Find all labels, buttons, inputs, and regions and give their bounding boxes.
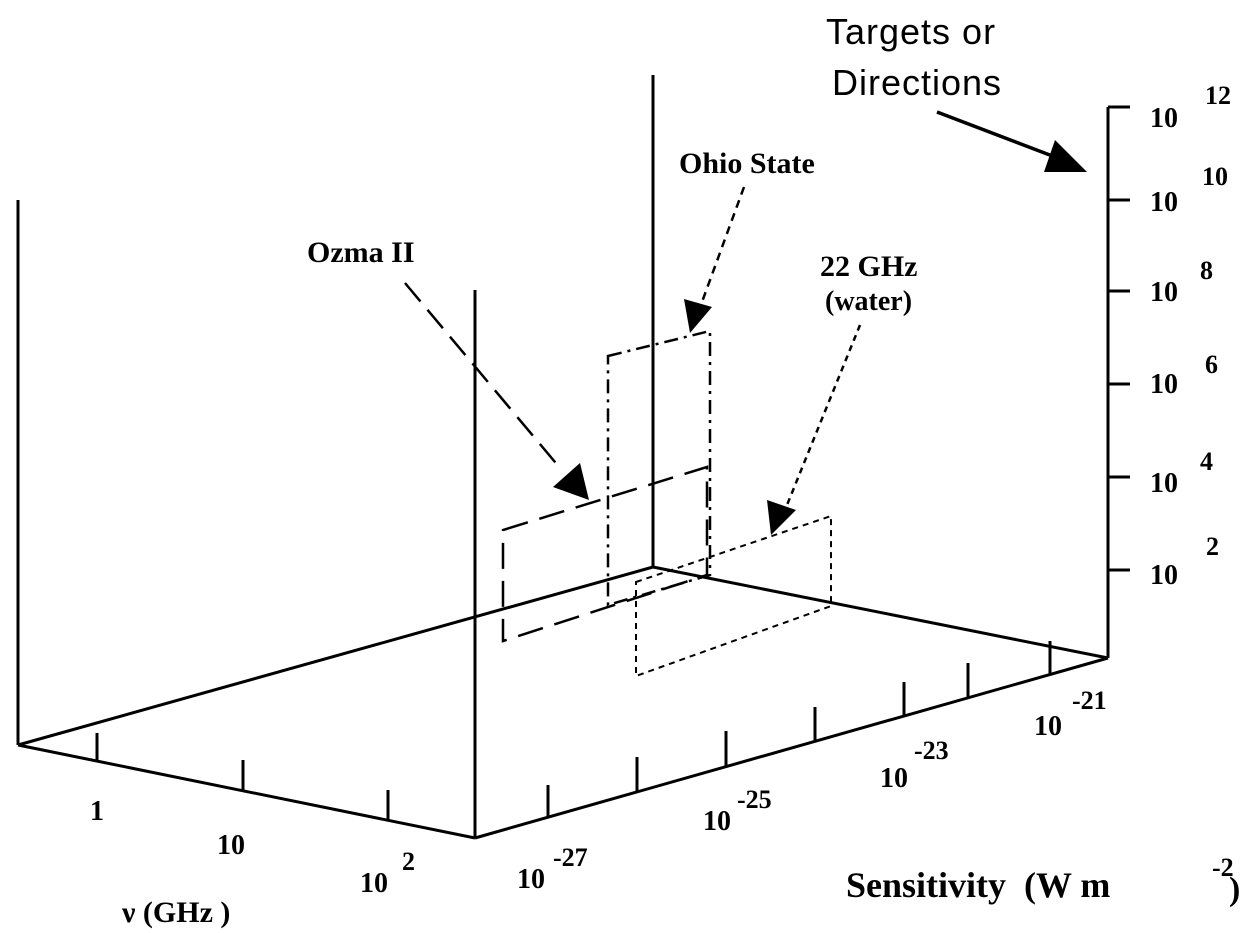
ozma-ii-pointer xyxy=(404,282,561,469)
back-right-edge xyxy=(652,565,1109,660)
water-22ghz-region xyxy=(635,514,832,678)
targets-pointer xyxy=(936,110,1056,159)
stick-base: 10 xyxy=(880,763,908,794)
ozma-ii-region xyxy=(501,465,709,643)
vtick-exp: 10 xyxy=(1202,162,1228,191)
ftick-base: 10 xyxy=(360,868,388,899)
targets-label-line1: Targets or xyxy=(826,11,996,52)
sensitivity-axis-ticks xyxy=(546,641,1052,817)
vtick-base: 10 xyxy=(1150,103,1178,134)
stick-base: 10 xyxy=(1034,711,1062,742)
ftick-exp: 2 xyxy=(402,847,415,876)
ohio-state-region xyxy=(606,329,712,607)
sensitivity-label-exp: -2 xyxy=(1212,853,1234,882)
water-sublabel: (water) xyxy=(825,286,912,317)
ozma-ii-arrowhead xyxy=(553,463,589,500)
stick-exp: -23 xyxy=(914,736,949,765)
frequency-axis xyxy=(17,743,476,840)
vtick-base: 10 xyxy=(1150,468,1178,499)
sensitivity-label: Sensitivity (W m xyxy=(846,865,1110,905)
water-label: 22 GHz xyxy=(820,250,918,283)
vtick-exp: 8 xyxy=(1200,256,1213,285)
water-arrowhead xyxy=(767,500,796,535)
vtick-base: 10 xyxy=(1150,187,1178,218)
ozma-ii-label: Ozma II xyxy=(307,236,415,269)
ohio-state-label: Ohio State xyxy=(679,147,815,180)
ftick-base: 10 xyxy=(217,830,245,861)
targets-label-line2: Directions xyxy=(832,62,1002,103)
vtick-base: 10 xyxy=(1150,369,1178,400)
axes-frame xyxy=(16,75,1110,840)
stick-exp: -21 xyxy=(1072,686,1107,715)
targets-arrowhead xyxy=(1044,140,1087,172)
frequency-label: ν (GHz ) xyxy=(121,896,230,929)
back-left-edge xyxy=(17,565,654,747)
ohio-state-pointer xyxy=(700,186,746,303)
vtick-base: 10 xyxy=(1150,277,1178,308)
vertical-axis-labels: 10 12 10 10 10 8 10 6 10 4 10 2 xyxy=(1150,81,1231,591)
frequency-axis-labels: 1 10 10 2 xyxy=(90,796,415,899)
sensitivity-axis xyxy=(474,656,1109,840)
sensitivity-axis-labels: 10 -27 10 -25 10 -23 10 -21 xyxy=(517,686,1107,895)
stick-base: 10 xyxy=(517,864,545,895)
vtick-exp: 12 xyxy=(1205,81,1231,110)
vtick-exp: 2 xyxy=(1206,532,1219,561)
sensitivity-label-close: ) xyxy=(1229,871,1240,908)
pointer-arrows xyxy=(404,110,1087,535)
stick-exp: -25 xyxy=(737,785,772,814)
vtick-exp: 6 xyxy=(1205,350,1218,379)
water-pointer xyxy=(785,324,862,506)
frequency-axis-ticks xyxy=(95,733,390,820)
ftick-base: 1 xyxy=(90,796,104,827)
stick-base: 10 xyxy=(703,806,731,837)
vertical-axis-ticks xyxy=(1108,105,1130,572)
ohio-state-arrowhead xyxy=(684,299,712,333)
stick-exp: -27 xyxy=(553,843,588,872)
vtick-exp: 4 xyxy=(1200,447,1213,476)
vtick-base: 10 xyxy=(1150,560,1178,591)
